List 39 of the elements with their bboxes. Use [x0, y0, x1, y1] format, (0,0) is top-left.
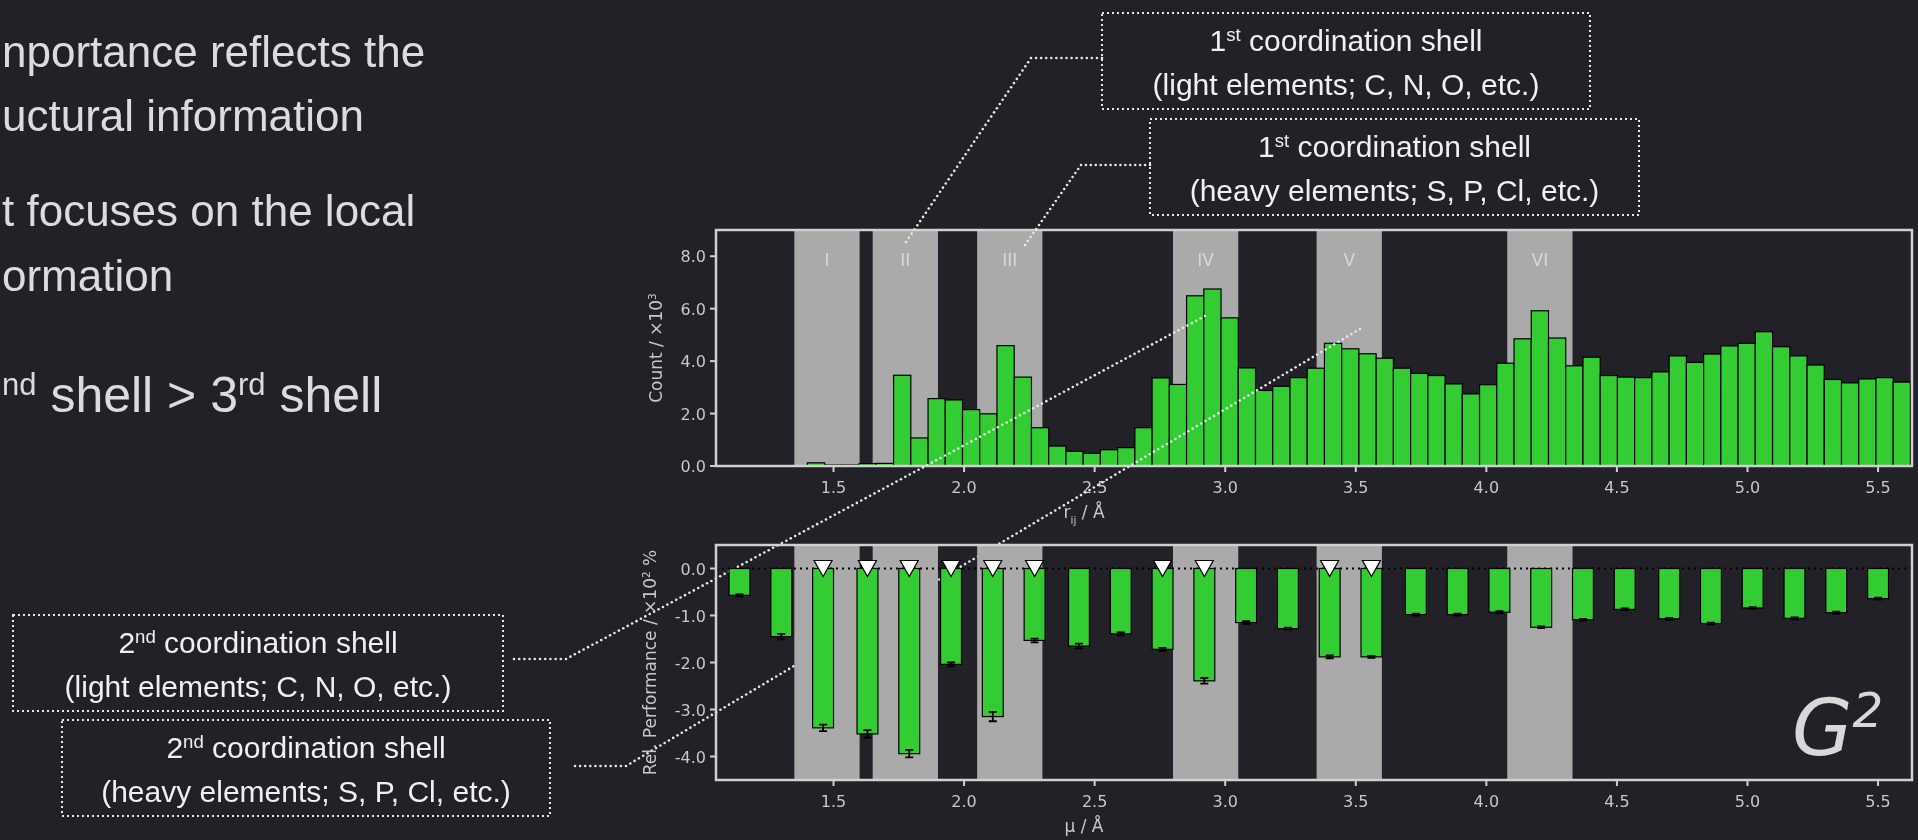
- x-tick-label: 2.0: [951, 792, 977, 811]
- text: ormation: [2, 251, 174, 300]
- x-tick-label: 5.5: [1865, 792, 1891, 811]
- text: nportance reflects the: [2, 27, 426, 76]
- y-tick-label: -4.0: [674, 747, 706, 767]
- y-tick-label: 4.0: [680, 352, 706, 372]
- y-tick-label: -3.0: [674, 700, 706, 720]
- x-tick-label: 3.5: [1343, 478, 1369, 497]
- x-tick-label: 3.0: [1212, 792, 1238, 811]
- x-tick-label: 3.5: [1343, 792, 1369, 811]
- x-tick-label: 4.0: [1473, 478, 1500, 497]
- y-tick-label: 0.0: [680, 457, 706, 476]
- y-tick-label: 8.0: [680, 247, 706, 267]
- y-tick-label: 2.0: [680, 404, 706, 424]
- y-tick-label: -2.0: [674, 653, 706, 673]
- text: 2$^{nd}$ coordination shell (light elements; C, N, O, etc.): [64, 625, 452, 703]
- text: t focuses on the local: [2, 186, 416, 235]
- y-tick-label: -1.0: [674, 606, 706, 626]
- text: uctural information: [2, 91, 364, 140]
- y-tick-label: 0.0: [680, 559, 706, 579]
- y-tick-label: 6.0: [680, 299, 706, 319]
- text: 2$^{nd}$ coordination shell (heavy elements; S, P, Cl, etc.): [101, 730, 511, 808]
- x-tick-label: 2.0: [951, 478, 977, 497]
- x-tick-label: 4.0: [1473, 792, 1500, 811]
- x-axis-title: r$_{ij}$ / Å: [1063, 501, 1105, 526]
- x-tick-label: 5.0: [1734, 478, 1761, 497]
- text: 1$^{st}$ coordination shell (light elements; C, N, O, etc.): [1152, 23, 1540, 101]
- x-tick-label: 2.5: [1081, 792, 1108, 811]
- x-axis-title: μ / Å: [1064, 815, 1104, 836]
- x-tick-label: 1.5: [820, 792, 847, 811]
- x-tick-label: 4.5: [1604, 792, 1630, 811]
- annotation: G$^{2}$: [1792, 682, 1884, 773]
- text: 1$^{st}$ coordination shell (heavy elements; S, P, Cl, etc.): [1189, 129, 1600, 207]
- text: $^{nd}$ shell > 3$^{rd}$ shell: [2, 366, 383, 423]
- x-tick-label: 3.0: [1212, 478, 1238, 497]
- x-tick-label: 4.5: [1604, 478, 1630, 497]
- x-tick-label: 5.0: [1734, 792, 1761, 811]
- x-tick-label: 5.5: [1865, 478, 1891, 497]
- x-tick-label: 1.5: [820, 478, 847, 497]
